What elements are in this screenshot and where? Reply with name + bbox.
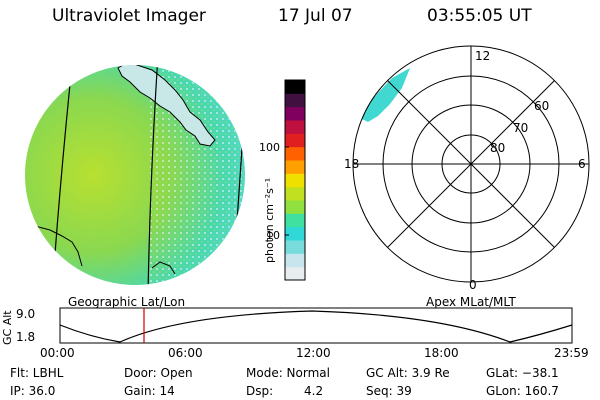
- colorbar-cell: [285, 213, 305, 228]
- alt-xtick-0000: 00:00: [40, 346, 75, 360]
- colorbar-cell: [285, 200, 305, 214]
- alt-xtick-1800: 18:00: [424, 346, 459, 360]
- colorbar-unit-label: photon cm⁻²s⁻¹: [263, 178, 276, 263]
- alt-ymax: 9.0: [16, 307, 35, 321]
- info-ip: IP: 36.0: [10, 384, 56, 398]
- info-gc-alt: GC Alt: 3.9 Re: [366, 366, 450, 380]
- alt-xtick-1200: 12:00: [296, 346, 331, 360]
- colorbar: 100 10 photon cm⁻²s⁻¹: [259, 79, 306, 281]
- colorbar-cell: [285, 93, 305, 108]
- info-dsp-value: 4.2: [304, 384, 324, 398]
- aurora-patch: [360, 68, 410, 122]
- info-flt: Flt: LBHL: [10, 366, 64, 380]
- colorbar-cell: [285, 120, 305, 134]
- colorbar-gradient: [285, 80, 305, 281]
- info-gain: Gain: 14: [124, 384, 175, 398]
- colorbar-cell: [285, 146, 305, 161]
- mlat-label-80: 80: [490, 141, 505, 155]
- colorbar-cell: [285, 133, 305, 148]
- colorbar-tick-10: 10: [266, 229, 280, 242]
- colorbar-cell: [285, 173, 305, 188]
- colorbar-cell: [285, 106, 305, 121]
- colorbar-cell: [285, 160, 305, 174]
- mlt-label-6: 6: [578, 157, 586, 171]
- info-mode: Mode: Normal: [246, 366, 330, 380]
- alt-xtick-0600: 06:00: [168, 346, 203, 360]
- app-title: Ultraviolet Imager: [52, 6, 206, 26]
- time-label: 03:55:05 UT: [427, 6, 532, 26]
- mlat-label-60: 60: [534, 99, 549, 113]
- mlat-label-70: 70: [513, 121, 528, 135]
- info-glat: GLat: −38.1: [486, 366, 559, 380]
- mlt-label-0: 0: [469, 278, 477, 292]
- info-dsp: Dsp:: [246, 384, 274, 398]
- globe-image: [25, 65, 245, 285]
- alt-xtick-2359: 23:59: [554, 346, 589, 360]
- info-glon: GLon: 160.7: [486, 384, 559, 398]
- colorbar-cell: [285, 186, 305, 201]
- colorbar-cell: [285, 226, 305, 241]
- alt-ylabel: GC Alt: [1, 310, 14, 345]
- info-door: Door: Open: [124, 366, 193, 380]
- mlt-label-18: 18: [344, 157, 359, 171]
- mlt-label-12: 12: [475, 49, 490, 63]
- info-seq: Seq: 39: [366, 384, 412, 398]
- alt-ymin: 1.8: [16, 330, 35, 344]
- altitude-plot: 9.0 1.8 GC Alt 00:00 06:00 12:00 18:00 2…: [1, 307, 589, 360]
- polar-plot: 12 0 18 6 60 70 80: [344, 45, 590, 292]
- altitude-curve: [59, 310, 573, 343]
- colorbar-cell: [285, 266, 305, 281]
- polar-caption: Apex MLat/MLT: [426, 295, 516, 309]
- colorbar-cell: [285, 253, 305, 268]
- globe-caption: Geographic Lat/Lon: [68, 295, 186, 309]
- date-label: 17 Jul 07: [278, 6, 353, 26]
- colorbar-cell: [285, 240, 305, 254]
- colorbar-cell: [285, 80, 305, 94]
- colorbar-tick-100: 100: [259, 141, 280, 154]
